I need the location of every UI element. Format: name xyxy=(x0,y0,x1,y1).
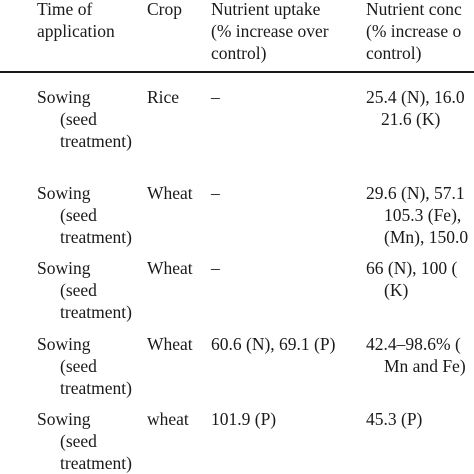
row-5-crop: wheat xyxy=(147,409,189,429)
header-concentration: Nutrient conc (% increase o control) xyxy=(366,0,462,64)
uptake-line: – xyxy=(211,183,220,203)
row-1-crop: Rice xyxy=(147,87,180,107)
row-3-time: Sowing (seed treatment) xyxy=(37,257,132,323)
concentration-line: (K) xyxy=(384,280,409,300)
time-line: treatment) xyxy=(60,453,132,473)
time-line: Sowing xyxy=(37,258,91,278)
row-4-concentration: 42.4–98.6% ( Mn and Fe) xyxy=(366,333,466,377)
uptake-line: – xyxy=(211,258,220,278)
row-5-concentration: 45.3 (P) xyxy=(366,408,422,430)
time-line: (seed xyxy=(60,109,97,129)
time-line: (seed xyxy=(60,431,97,451)
concentration-line: 42.4–98.6% ( xyxy=(366,334,461,354)
row-5-uptake: 101.9 (P) xyxy=(211,408,276,430)
row-2-time: Sowing (seed treatment) xyxy=(37,182,132,248)
time-line: Sowing xyxy=(37,87,91,107)
header-uptake-line: control) xyxy=(211,43,267,63)
row-3-crop: Wheat xyxy=(147,258,193,278)
header-uptake-line: Nutrient uptake xyxy=(211,0,321,19)
time-line: treatment) xyxy=(60,131,132,151)
concentration-line: (Mn), 150.0 xyxy=(384,227,469,247)
uptake-line: 101.9 (P) xyxy=(211,409,277,429)
header-time: Time of application xyxy=(37,0,115,42)
concentration-line: 45.3 (P) xyxy=(366,409,423,429)
concentration-line: 21.6 (K) xyxy=(381,109,441,129)
row-4-time: Sowing (seed treatment) xyxy=(37,333,132,399)
header-rule xyxy=(0,71,474,73)
header-concentration-line: Nutrient conc xyxy=(366,0,462,19)
header-concentration-line: (% increase o xyxy=(366,21,462,41)
row-4-crop: Wheat xyxy=(147,334,193,354)
row-3-concentration: 66 (N), 100 ( (K) xyxy=(366,257,457,301)
header-crop-line: Crop xyxy=(147,0,182,19)
uptake-line: – xyxy=(211,87,220,107)
time-line: (seed xyxy=(60,280,97,300)
row-1-concentration: 25.4 (N), 16.0 21.6 (K) xyxy=(366,86,465,130)
row-3-uptake: – xyxy=(211,257,220,279)
concentration-line: 25.4 (N), 16.0 xyxy=(366,87,465,107)
row-5-time: Sowing (seed treatment) xyxy=(37,408,132,474)
row-2-uptake: – xyxy=(211,182,220,204)
time-line: Sowing xyxy=(37,409,91,429)
time-line: Sowing xyxy=(37,334,91,354)
concentration-line: Mn and Fe) xyxy=(384,356,466,376)
concentration-line: 66 (N), 100 ( xyxy=(366,258,458,278)
time-line: (seed xyxy=(60,205,97,225)
header-uptake: Nutrient uptake (% increase over control… xyxy=(211,0,329,64)
time-line: treatment) xyxy=(60,227,132,247)
header-concentration-line: control) xyxy=(366,43,422,63)
row-2-crop: Wheat xyxy=(147,183,193,203)
header-time-line: application xyxy=(37,21,115,41)
time-line: Sowing xyxy=(37,183,91,203)
row-4-uptake: 60.6 (N), 69.1 (P) xyxy=(211,333,335,355)
concentration-line: 29.6 (N), 57.1 xyxy=(366,183,465,203)
time-line: (seed xyxy=(60,356,97,376)
concentration-line: 105.3 (Fe), xyxy=(384,205,462,225)
header-uptake-line: (% increase over xyxy=(211,21,329,41)
row-1-time: Sowing (seed treatment) xyxy=(37,86,132,152)
uptake-line: 60.6 (N), 69.1 (P) xyxy=(211,334,336,354)
header-time-line: Time of xyxy=(37,0,93,19)
time-line: treatment) xyxy=(60,378,132,398)
time-line: treatment) xyxy=(60,302,132,322)
row-2-concentration: 29.6 (N), 57.1 105.3 (Fe), (Mn), 150.0 xyxy=(366,182,468,248)
row-1-uptake: – xyxy=(211,86,220,108)
header-crop: Crop xyxy=(147,0,182,20)
